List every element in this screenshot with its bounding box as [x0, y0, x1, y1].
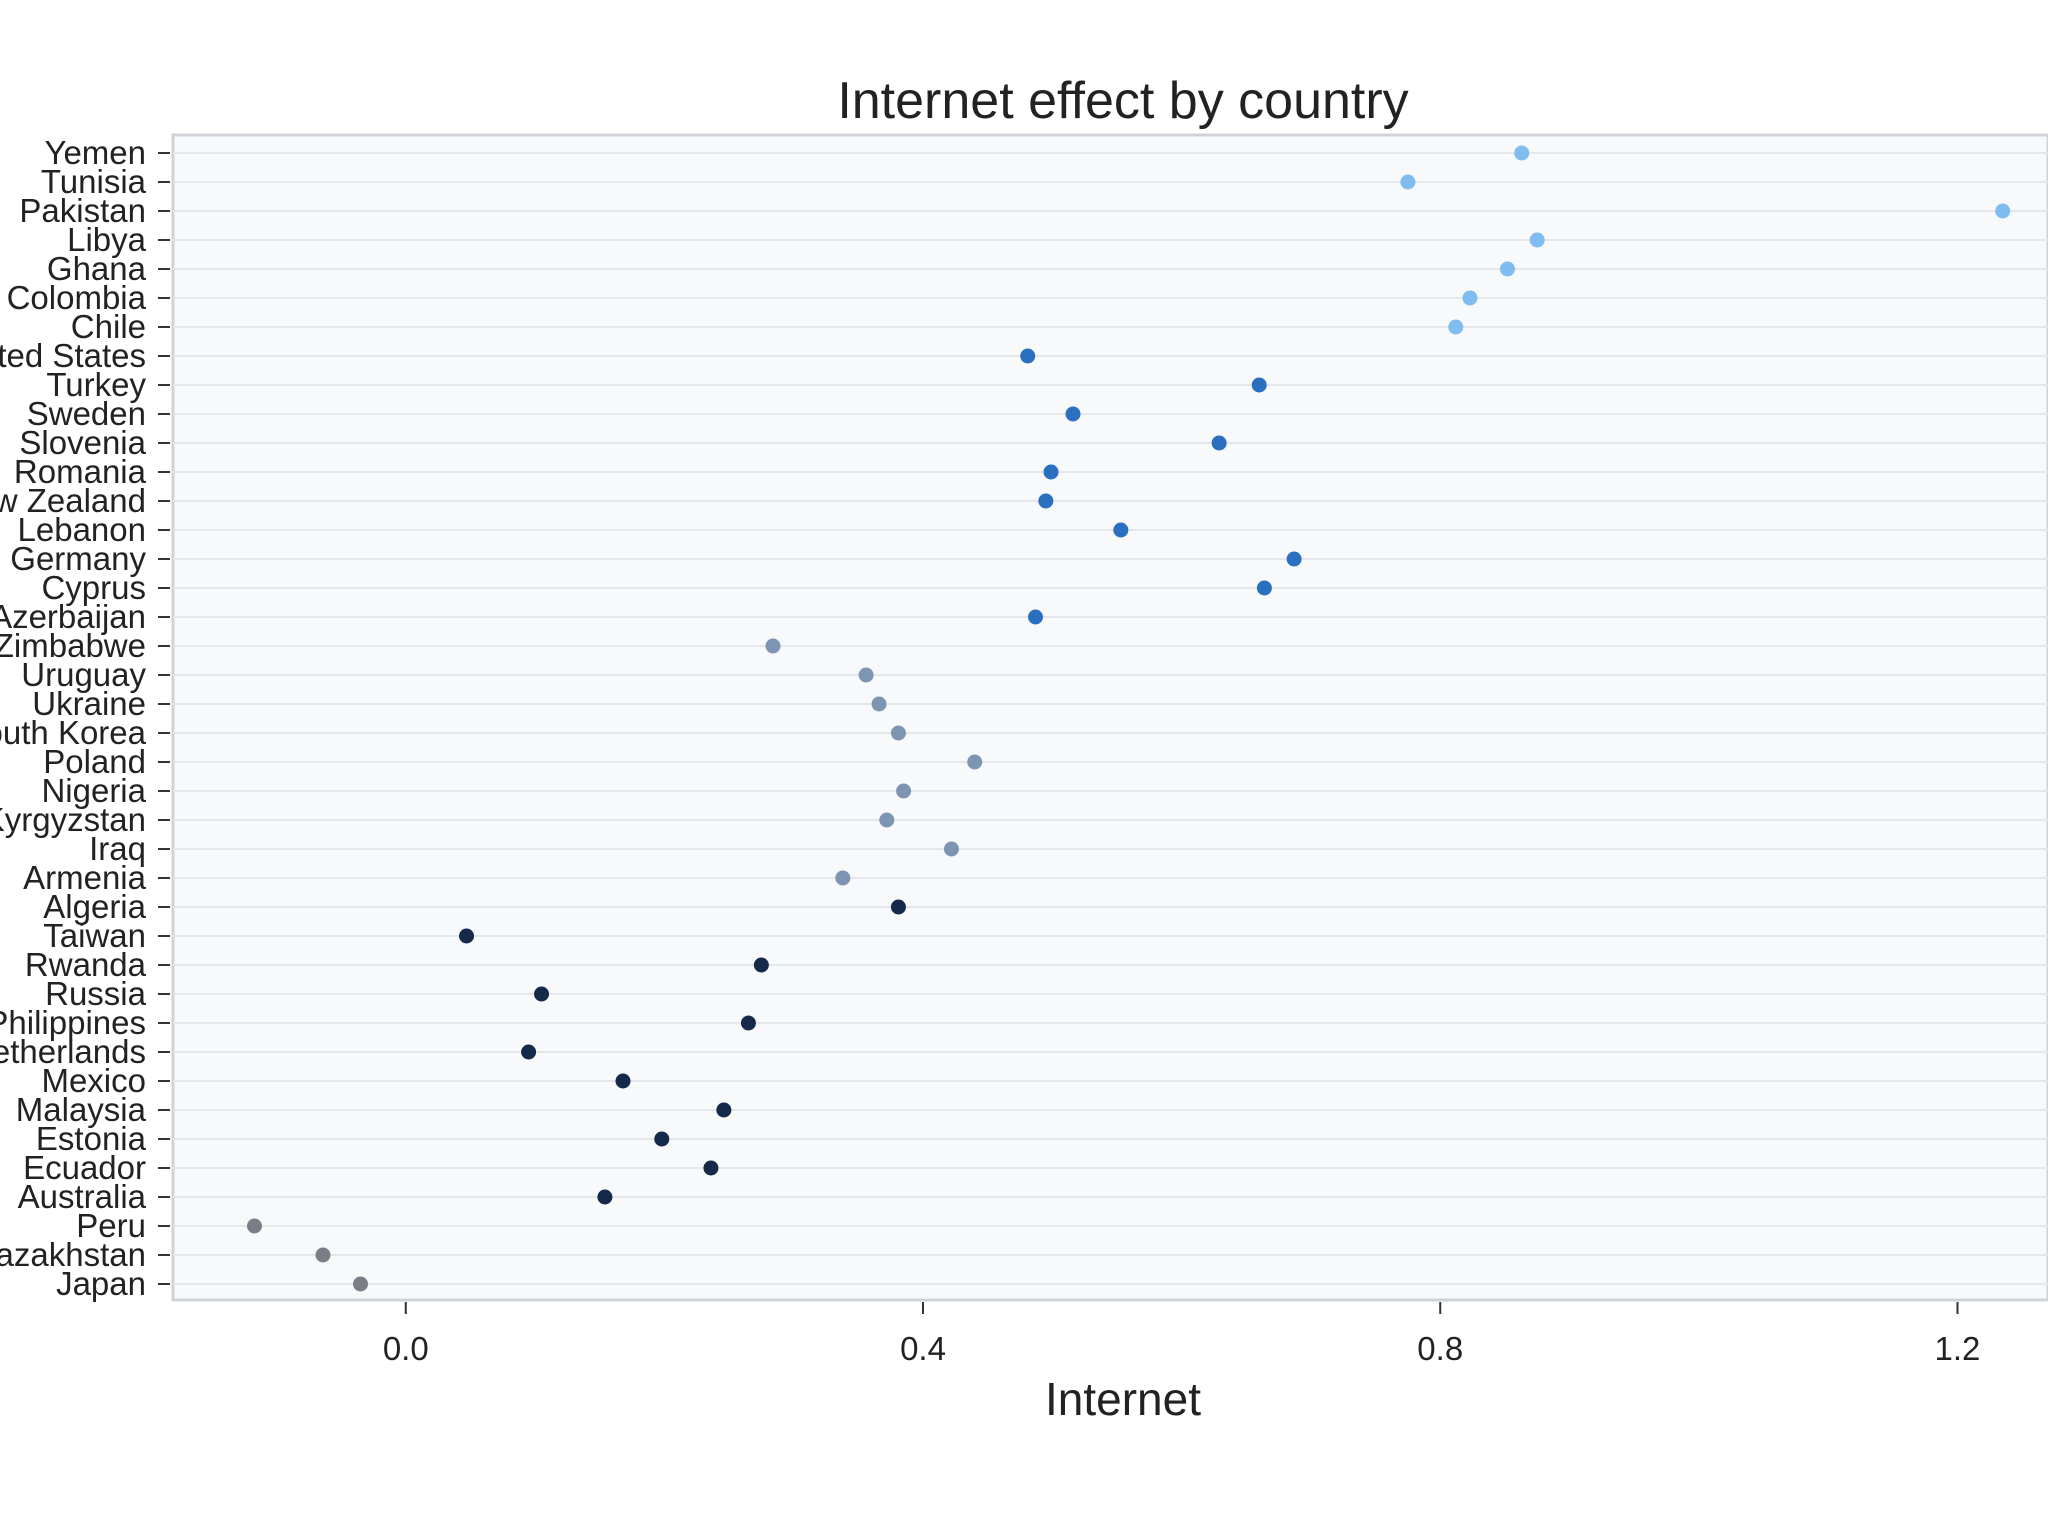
data-points [246, 145, 2011, 1292]
y-tick-label: Kazakhstan [0, 1236, 146, 1273]
data-point [459, 928, 475, 944]
data-point [835, 870, 851, 886]
data-point [871, 696, 887, 712]
data-point [703, 1160, 719, 1176]
y-tick-label: Lebanon [18, 511, 146, 548]
data-point [753, 957, 769, 973]
data-point [1286, 551, 1302, 567]
y-tick-label: Slovenia [19, 424, 146, 461]
data-point [1499, 261, 1515, 277]
x-axis-label: Internet [1045, 1373, 1201, 1425]
x-tick-label: 0.4 [900, 1330, 946, 1367]
y-tick-label: Estonia [36, 1120, 147, 1157]
data-point [1448, 319, 1464, 335]
y-tick-label: Libya [67, 221, 147, 258]
data-point [1400, 174, 1416, 190]
y-tick-label: Germany [10, 540, 146, 577]
data-point [740, 1015, 756, 1031]
y-tick-label: Russia [45, 975, 147, 1012]
y-tick-label: Tunisia [41, 163, 147, 200]
y-tick-label: Ukraine [32, 685, 146, 722]
data-point [896, 783, 912, 799]
y-tick-label: Ecuador [23, 1149, 146, 1186]
data-point [858, 667, 874, 683]
data-point [534, 986, 550, 1002]
data-point [1113, 522, 1129, 538]
x-tick-label: 1.2 [1935, 1330, 1981, 1367]
data-point [1211, 435, 1227, 451]
y-tick-label: Australia [18, 1178, 147, 1215]
y-tick-label: Iraq [89, 830, 146, 867]
data-point [1529, 232, 1545, 248]
y-tick-label: Netherlands [0, 1033, 146, 1070]
data-point [1256, 580, 1272, 596]
y-tick-label: Peru [76, 1207, 146, 1244]
y-tick-label: Nigeria [41, 772, 146, 809]
data-point [315, 1247, 331, 1263]
y-axis: YemenTunisiaPakistanLibyaGhanaColombiaCh… [0, 134, 170, 1302]
y-tick-label: Sweden [27, 395, 146, 432]
y-tick-label: Romania [14, 453, 147, 490]
data-point [967, 754, 983, 770]
data-point [521, 1044, 537, 1060]
x-tick-label: 0.0 [383, 1330, 429, 1367]
y-tick-label: New Zealand [0, 482, 146, 519]
data-point [1038, 493, 1054, 509]
y-tick-label: Mexico [41, 1062, 146, 1099]
data-point [890, 899, 906, 915]
data-point [716, 1102, 732, 1118]
y-tick-label: Algeria [43, 888, 146, 925]
y-tick-label: Yemen [44, 134, 146, 171]
data-point [943, 841, 959, 857]
y-tick-label: Poland [43, 743, 146, 780]
y-tick-label: Cyprus [41, 569, 146, 606]
data-point [1462, 290, 1478, 306]
y-tick-label: Philippines [0, 1004, 146, 1041]
y-tick-label: Pakistan [19, 192, 146, 229]
grid-lines [173, 152, 2048, 1285]
y-tick-label: Rwanda [25, 946, 147, 983]
y-tick-label: Armenia [23, 859, 147, 896]
y-tick-label: South Korea [0, 714, 147, 751]
y-tick-label: Taiwan [43, 917, 146, 954]
data-point [1514, 145, 1530, 161]
y-tick-label: Zimbabwe [0, 627, 146, 664]
data-point [879, 812, 895, 828]
y-tick-label: Azerbaijan [0, 598, 146, 635]
data-point [1020, 348, 1036, 364]
x-axis: 0.0 0.4 0.8 1.2 [383, 1302, 1981, 1367]
data-point [1065, 406, 1081, 422]
y-tick-label: Japan [56, 1265, 146, 1302]
data-point [353, 1276, 368, 1292]
chart-title: Internet effect by country [837, 72, 1408, 130]
data-point [890, 725, 906, 741]
y-tick-label: Colombia [7, 279, 147, 316]
y-tick-label: Kyrgyzstan [0, 801, 146, 838]
data-point [597, 1189, 613, 1205]
data-point [765, 638, 781, 654]
y-tick-label: Ghana [47, 250, 147, 287]
y-tick-label: Chile [71, 308, 146, 345]
data-point [1028, 609, 1043, 625]
y-tick-label: Uruguay [21, 656, 146, 693]
data-point [1043, 464, 1059, 480]
data-point [654, 1131, 670, 1147]
data-point [246, 1218, 262, 1234]
plot-panel [171, 133, 2048, 1302]
y-tick-label: Malaysia [16, 1091, 147, 1128]
y-tick-label: Turkey [46, 366, 146, 403]
data-point [615, 1073, 631, 1089]
y-tick-label: United States [0, 337, 146, 374]
x-tick-label: 0.8 [1417, 1330, 1463, 1367]
data-point [1251, 377, 1267, 393]
data-point [1995, 203, 2011, 219]
